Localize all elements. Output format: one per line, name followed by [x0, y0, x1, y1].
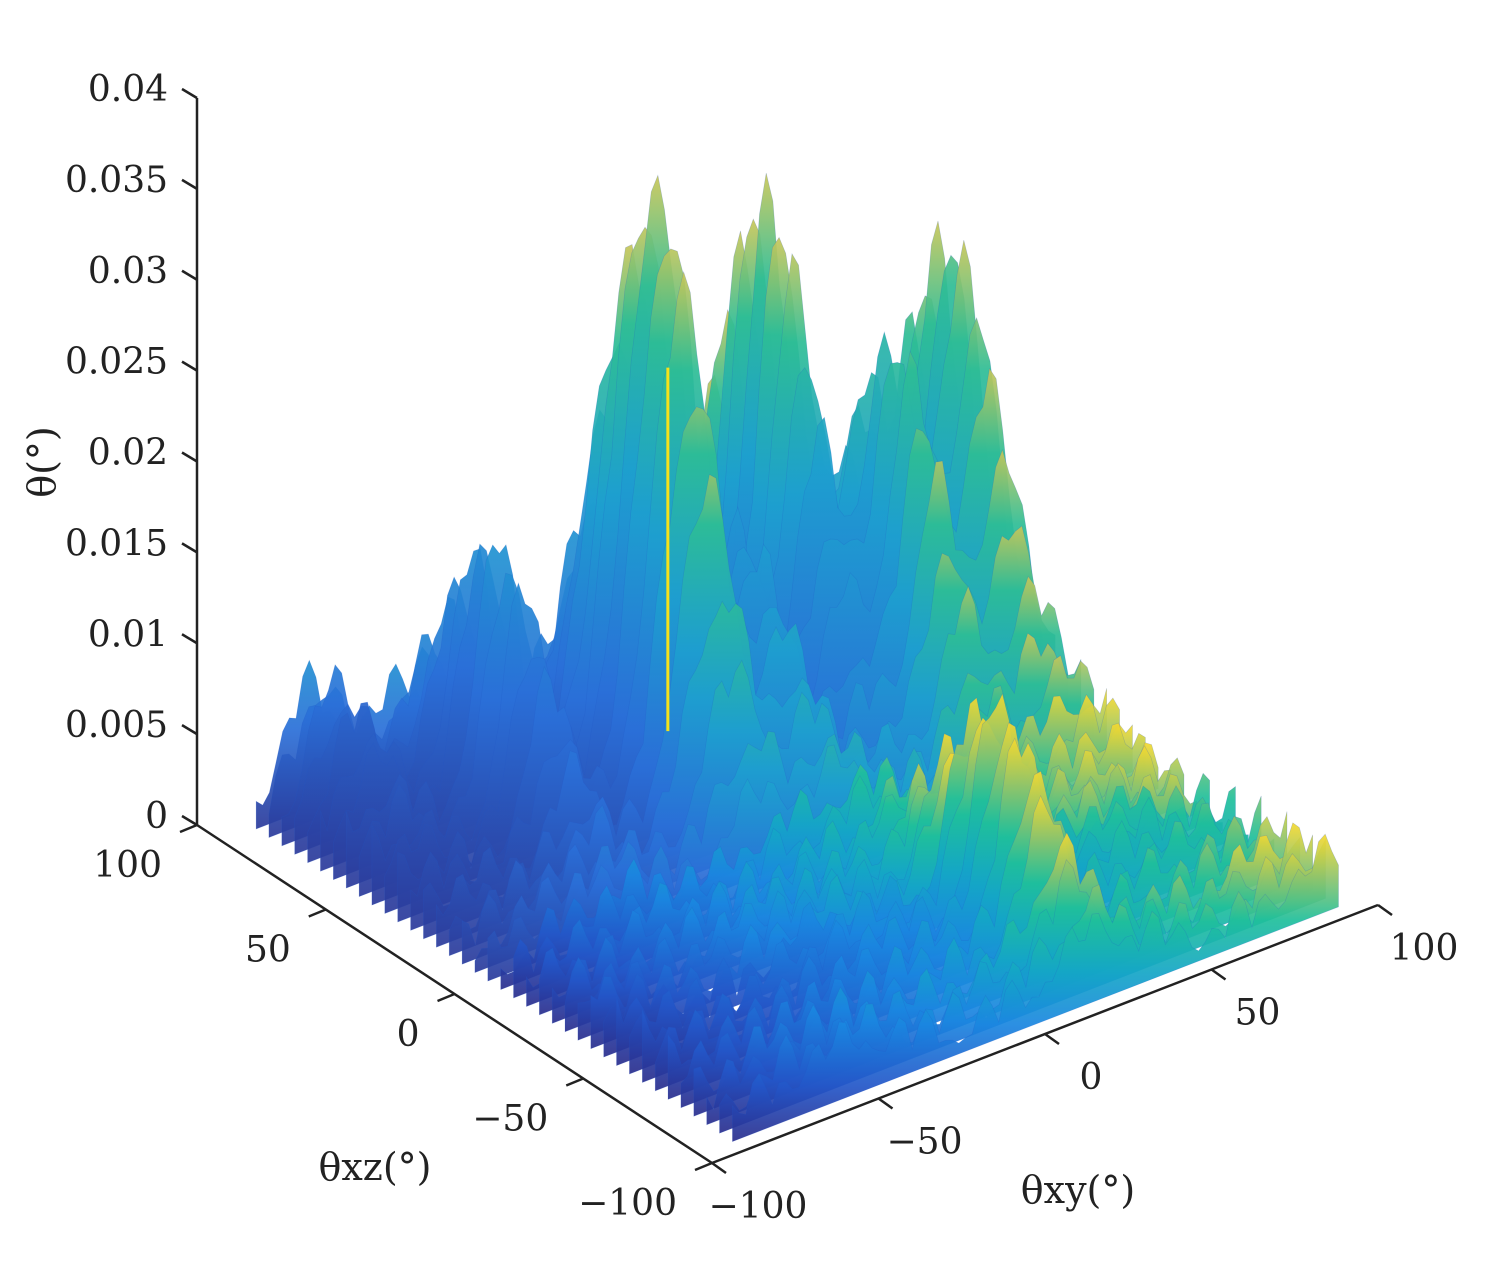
- x-tick-label: −50: [887, 1122, 963, 1163]
- x-tick-label: 0: [1080, 1057, 1103, 1098]
- x-tick-mark: [1377, 903, 1393, 917]
- x-axis-title: θxy(°): [1021, 1168, 1135, 1212]
- z-axis-title: θ(°): [20, 426, 64, 498]
- z-tick-mark: [181, 269, 198, 281]
- y-tick-label: 100: [93, 845, 162, 886]
- z-tick-mark: [181, 360, 198, 372]
- z-tick-mark: [181, 178, 198, 190]
- y-axis-ticks: −100 −50 0 50 100: [93, 823, 713, 1224]
- y-tick-mark: [565, 1077, 584, 1087]
- z-tick-mark: [181, 633, 198, 645]
- z-tick-label: 0: [145, 796, 168, 837]
- x-tick-mark: [877, 1097, 894, 1110]
- x-tick-mark: [711, 1161, 727, 1175]
- z-tick-label: 0.03: [88, 251, 168, 292]
- z-tick-label: 0.01: [88, 614, 168, 655]
- z-tick-label: 0.005: [65, 705, 168, 746]
- z-tick-label: 0.04: [88, 69, 168, 110]
- x-tick-label: −100: [709, 1186, 808, 1227]
- surface-slice: [732, 833, 1339, 1143]
- y-tick-mark: [179, 823, 198, 834]
- z-axis-ticks: 0 0.005 0.01 0.015 0.02 0.025 0.03 0.035 0.04: [65, 69, 198, 837]
- z-tick-mark: [181, 87, 198, 100]
- y-tick-label: −50: [472, 1099, 548, 1140]
- z-tick-mark: [181, 814, 198, 827]
- y-tick-mark: [694, 1161, 713, 1172]
- x-axis-ticks: −100 −50 0 50 100: [709, 903, 1459, 1227]
- x-tick-mark: [1210, 968, 1227, 981]
- y-tick-mark: [437, 992, 455, 1003]
- z-tick-label: 0.025: [65, 342, 168, 383]
- x-tick-mark: [1044, 1032, 1060, 1046]
- z-tick-label: 0.015: [65, 523, 168, 564]
- z-tick-label: 0.035: [65, 160, 168, 201]
- z-tick-mark: [181, 724, 198, 736]
- y-tick-label: 0: [397, 1014, 420, 1055]
- z-tick-mark: [181, 542, 198, 554]
- surface-plot: [255, 172, 1339, 1143]
- z-tick-mark: [181, 451, 198, 463]
- x-tick-label: 50: [1235, 993, 1281, 1034]
- y-tick-mark: [308, 908, 327, 918]
- surface-slice: [616, 717, 1223, 1067]
- y-tick-label: 50: [245, 930, 291, 971]
- y-axis-title: θxz(°): [319, 1145, 432, 1189]
- y-tick-label: −100: [578, 1183, 677, 1224]
- x-tick-label: 100: [1390, 928, 1459, 969]
- z-tick-label: 0.02: [88, 433, 168, 474]
